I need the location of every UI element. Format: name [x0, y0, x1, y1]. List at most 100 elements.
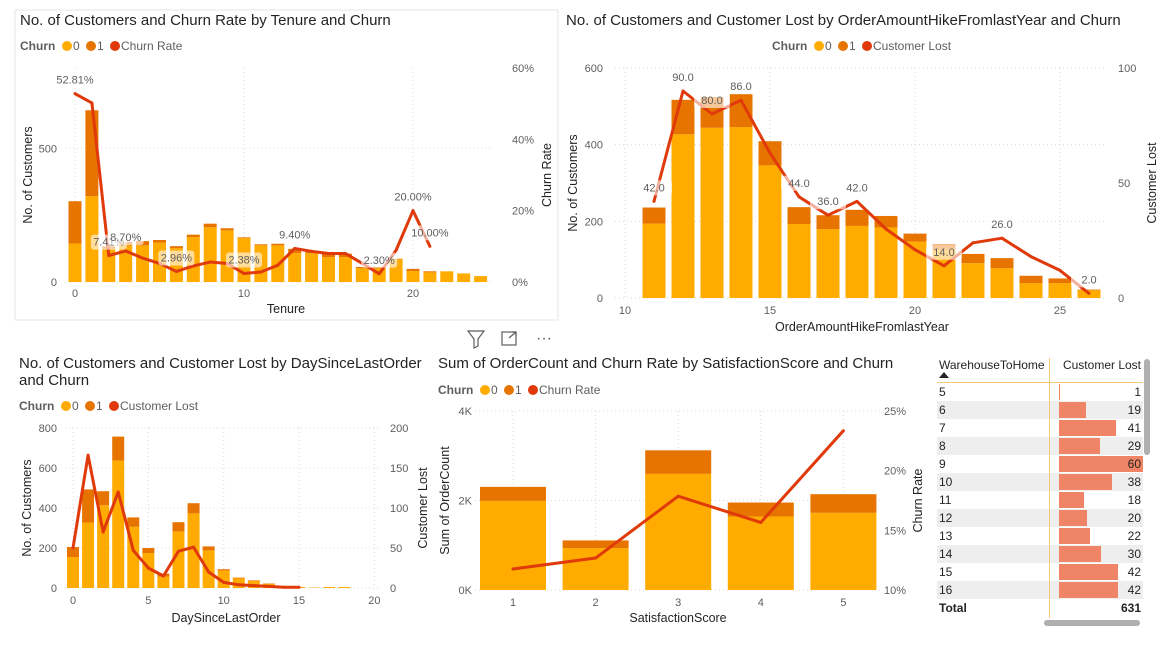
- bar-churn-1[interactable]: [355, 267, 369, 269]
- horizontal-scrollbar[interactable]: [1044, 620, 1140, 626]
- table-row[interactable]: 10 38: [937, 473, 1143, 491]
- bar-churn-1[interactable]: [220, 228, 234, 231]
- bar-churn-1[interactable]: [845, 209, 869, 226]
- bar-churn-0[interactable]: [102, 248, 116, 282]
- bar-churn-0[interactable]: [406, 271, 420, 282]
- bar-churn-1[interactable]: [217, 569, 230, 571]
- bar-churn-0[interactable]: [700, 127, 724, 298]
- line-point[interactable]: [207, 570, 211, 574]
- bar-churn-1[interactable]: [97, 491, 110, 506]
- column-header-warehousetohome[interactable]: WarehouseToHome: [937, 358, 1051, 382]
- bar-churn-0[interactable]: [67, 557, 79, 588]
- legend-item[interactable]: Churn Rate: [121, 39, 183, 53]
- bar-churn-1[interactable]: [232, 577, 245, 579]
- bar-churn-1[interactable]: [203, 223, 217, 228]
- bar-churn-1[interactable]: [288, 248, 302, 254]
- line-point[interactable]: [116, 490, 120, 494]
- line-point[interactable]: [681, 89, 685, 93]
- line-point[interactable]: [161, 574, 165, 578]
- line-point[interactable]: [73, 92, 77, 96]
- line-point[interactable]: [1087, 291, 1091, 295]
- bar-churn-0[interactable]: [119, 245, 133, 282]
- legend-item[interactable]: 1: [515, 383, 522, 397]
- bar-churn-0[interactable]: [440, 271, 454, 282]
- bar-churn-0[interactable]: [810, 512, 877, 590]
- bar-churn-1[interactable]: [237, 237, 251, 239]
- bar-churn-0[interactable]: [480, 500, 546, 590]
- bar-churn-0[interactable]: [845, 225, 869, 298]
- bar-churn-0[interactable]: [787, 224, 811, 298]
- legend-item[interactable]: Customer Lost: [120, 399, 199, 413]
- bar-churn-0[interactable]: [338, 257, 352, 282]
- line-point[interactable]: [759, 520, 763, 524]
- vertical-scrollbar[interactable]: [1144, 359, 1150, 455]
- table-row[interactable]: 14 30: [937, 545, 1143, 563]
- line-point[interactable]: [942, 264, 946, 268]
- bar-churn-0[interactable]: [758, 165, 782, 298]
- bar-churn-0[interactable]: [671, 134, 695, 298]
- bar-churn-1[interactable]: [142, 548, 155, 553]
- line-point[interactable]: [222, 580, 226, 584]
- legend-item[interactable]: 0: [72, 399, 79, 413]
- legend-item[interactable]: 0: [825, 39, 832, 53]
- line-point[interactable]: [676, 494, 680, 498]
- bar-churn-0[interactable]: [874, 227, 898, 298]
- bar-churn-1[interactable]: [247, 580, 260, 581]
- bar-churn-0[interactable]: [323, 587, 336, 588]
- line-point[interactable]: [411, 209, 415, 213]
- line-point[interactable]: [797, 195, 801, 199]
- bar-churn-0[interactable]: [187, 513, 200, 588]
- bar-churn-0[interactable]: [423, 272, 437, 282]
- line-point[interactable]: [1000, 236, 1004, 240]
- bar-churn-0[interactable]: [305, 253, 319, 282]
- bar-churn-0[interactable]: [816, 229, 840, 298]
- line-point[interactable]: [141, 256, 145, 260]
- table-row[interactable]: 13 22: [937, 527, 1143, 545]
- bar-churn-1[interactable]: [990, 258, 1014, 269]
- bar-churn-0[interactable]: [82, 522, 95, 588]
- bar-churn-0[interactable]: [1019, 283, 1043, 298]
- line-point[interactable]: [174, 269, 178, 273]
- expand-icon[interactable]: [501, 331, 517, 346]
- line-point[interactable]: [841, 429, 845, 433]
- table-row[interactable]: 11 18: [937, 491, 1143, 509]
- line-point[interactable]: [710, 112, 714, 116]
- bar-churn-1[interactable]: [271, 243, 285, 246]
- line-point[interactable]: [208, 260, 212, 264]
- bar-churn-0[interactable]: [136, 245, 150, 282]
- bar-churn-0[interactable]: [990, 268, 1014, 298]
- line-point[interactable]: [282, 585, 286, 589]
- line-point[interactable]: [293, 246, 297, 250]
- bar-churn-0[interactable]: [727, 516, 794, 590]
- line-point[interactable]: [652, 199, 656, 203]
- bar-churn-1[interactable]: [112, 436, 125, 461]
- bar-churn-0[interactable]: [338, 587, 351, 588]
- line-point[interactable]: [594, 556, 598, 560]
- line-point[interactable]: [237, 583, 241, 587]
- line-point[interactable]: [86, 453, 90, 457]
- line-point[interactable]: [242, 272, 246, 276]
- bar-churn-1[interactable]: [172, 522, 185, 532]
- line-point[interactable]: [971, 241, 975, 245]
- bar-churn-1[interactable]: [169, 246, 183, 249]
- line-point[interactable]: [192, 545, 196, 549]
- line-point[interactable]: [855, 199, 859, 203]
- bar-churn-0[interactable]: [903, 241, 927, 298]
- line-point[interactable]: [267, 584, 271, 588]
- line-point[interactable]: [327, 251, 330, 255]
- bar-churn-0[interactable]: [645, 473, 712, 590]
- line-point[interactable]: [124, 249, 128, 253]
- line-point[interactable]: [913, 248, 917, 252]
- bar-churn-1[interactable]: [1048, 278, 1072, 284]
- line-point[interactable]: [511, 567, 515, 571]
- legend-item[interactable]: 1: [97, 39, 104, 53]
- bar-churn-1[interactable]: [961, 253, 985, 264]
- line-point[interactable]: [1058, 268, 1062, 272]
- bar-churn-1[interactable]: [186, 234, 200, 238]
- line-point[interactable]: [131, 548, 135, 552]
- line-series[interactable]: [71, 453, 300, 589]
- legend-item[interactable]: 1: [96, 399, 103, 413]
- line-point[interactable]: [252, 584, 256, 588]
- table-row[interactable]: 15 42: [937, 563, 1143, 581]
